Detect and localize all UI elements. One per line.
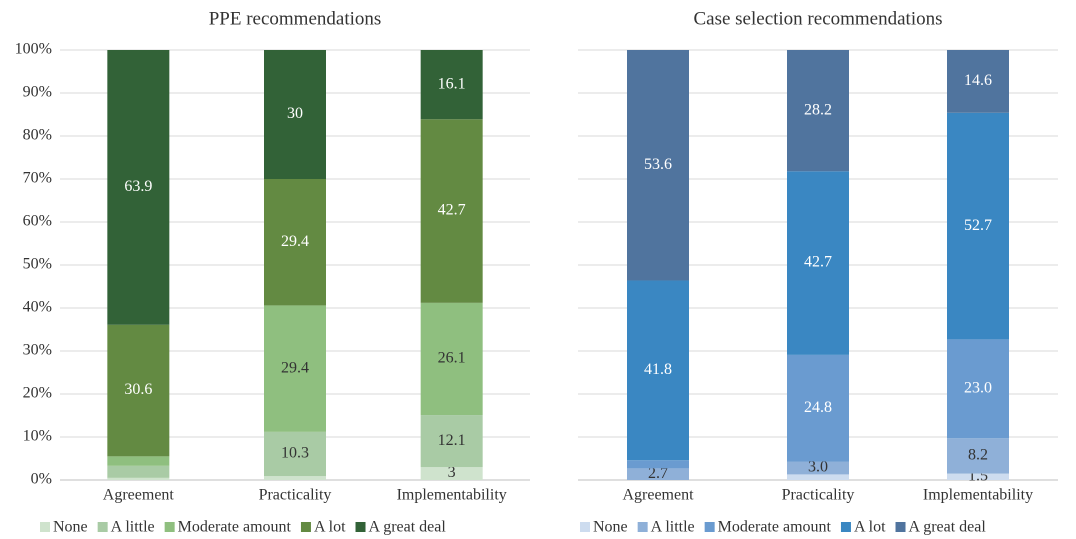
bar-segment [947,112,1009,340]
data-label: 52.7 [964,217,992,234]
bar-segment [627,460,689,469]
bar-segment [107,456,170,466]
x-tick-label: Practicality [782,487,855,504]
y-tick-label: 0% [31,471,52,488]
bar-segment [107,477,170,480]
bar-segment [947,50,1009,113]
y-tick-label: 100% [15,41,52,58]
y-tick-label: 60% [23,213,52,230]
data-label: 29.4 [281,233,309,250]
bar-segment [627,468,689,480]
data-label: 28.2 [804,101,832,118]
y-tick-label: 40% [23,299,52,316]
bar-segment [627,280,689,461]
bar-segment [420,302,483,416]
bar-segment [787,50,849,172]
chart-title: PPE recommendations [209,8,382,29]
data-label: 10.3 [281,445,309,462]
y-tick-label: 80% [23,127,52,144]
data-label: 29.4 [281,359,309,376]
legend-swatch [704,522,715,532]
data-label: 16.1 [438,75,466,92]
x-tick-label: Agreement [622,487,694,504]
bar-segment [264,431,326,477]
y-tick-label: 20% [23,385,52,402]
legend-label: Moderate amount [178,519,292,536]
legend-swatch [580,522,590,532]
data-label: 30 [287,105,303,122]
bar-segment [107,50,170,325]
legend-swatch [637,522,648,532]
data-label: 8.2 [968,447,988,464]
legend-label: None [593,519,628,536]
data-label: 26.1 [438,350,466,367]
legend-label: A little [651,519,695,536]
data-label: 41.8 [644,361,672,378]
bar-segment [264,305,326,432]
data-label: 24.8 [804,399,832,416]
bar-segment [420,467,483,480]
bar-segment [264,50,326,179]
legend-swatch [300,522,311,532]
legend-swatch [355,522,366,532]
y-tick-label: 30% [23,342,52,359]
bar-segment [264,179,326,306]
legend-label: A great deal [909,519,987,536]
legend-label: A little [111,519,155,536]
bar-segment [787,354,849,462]
data-label: 63.9 [124,178,152,195]
data-label: 42.7 [438,202,466,219]
legend-label: A lot [314,519,346,536]
x-tick-label: Practicality [259,487,332,504]
data-label: 3.0 [808,459,828,476]
y-tick-label: 10% [23,428,52,445]
legend-swatch [895,522,906,532]
legend-label: Moderate amount [718,519,832,536]
bar-segment [947,473,1009,480]
bar-segment [420,50,483,120]
bar-segment [947,339,1009,439]
bar-segment [627,50,689,281]
legend-swatch [97,522,108,532]
data-label: 14.6 [964,72,992,89]
bar-segment [107,324,170,457]
data-label: 30.6 [124,381,152,398]
y-tick-label: 90% [23,84,52,101]
bar-segment [787,474,849,480]
bar-segment [420,415,483,468]
y-tick-label: 70% [23,170,52,187]
legend-label: None [53,519,88,536]
bar-segment [107,465,170,478]
data-label: 3 [448,464,456,481]
x-tick-label: Implementability [397,487,507,504]
legend-label: A lot [854,519,886,536]
legend-swatch [164,522,175,532]
chart-title: Case selection recommendations [693,8,942,29]
legend-swatch [840,522,851,532]
data-label: 42.7 [804,254,832,271]
bar-segment [787,171,849,355]
bar-segment [420,119,483,303]
bar-segment [947,438,1009,474]
y-tick-label: 50% [23,256,52,273]
bar-segment [787,461,849,475]
legend-label: A great deal [369,519,447,536]
data-label: 12.1 [438,432,466,449]
data-label: 53.6 [644,156,672,173]
x-tick-label: Implementability [923,487,1033,504]
x-tick-label: Agreement [103,487,175,504]
data-label: 23.0 [964,380,992,397]
bar-segment [264,476,326,480]
legend-swatch [40,522,50,532]
data-label: 2.7 [648,465,668,482]
